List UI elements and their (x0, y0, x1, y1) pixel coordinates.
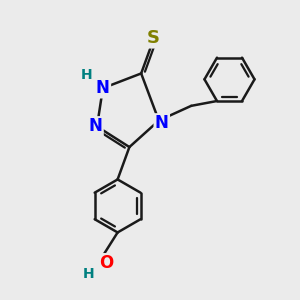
Text: N: N (155, 115, 169, 133)
Text: S: S (146, 29, 159, 47)
Text: H: H (81, 68, 92, 82)
Text: H: H (82, 267, 94, 281)
Text: N: N (88, 117, 103, 135)
Text: N: N (96, 79, 110, 97)
Text: O: O (99, 254, 113, 272)
